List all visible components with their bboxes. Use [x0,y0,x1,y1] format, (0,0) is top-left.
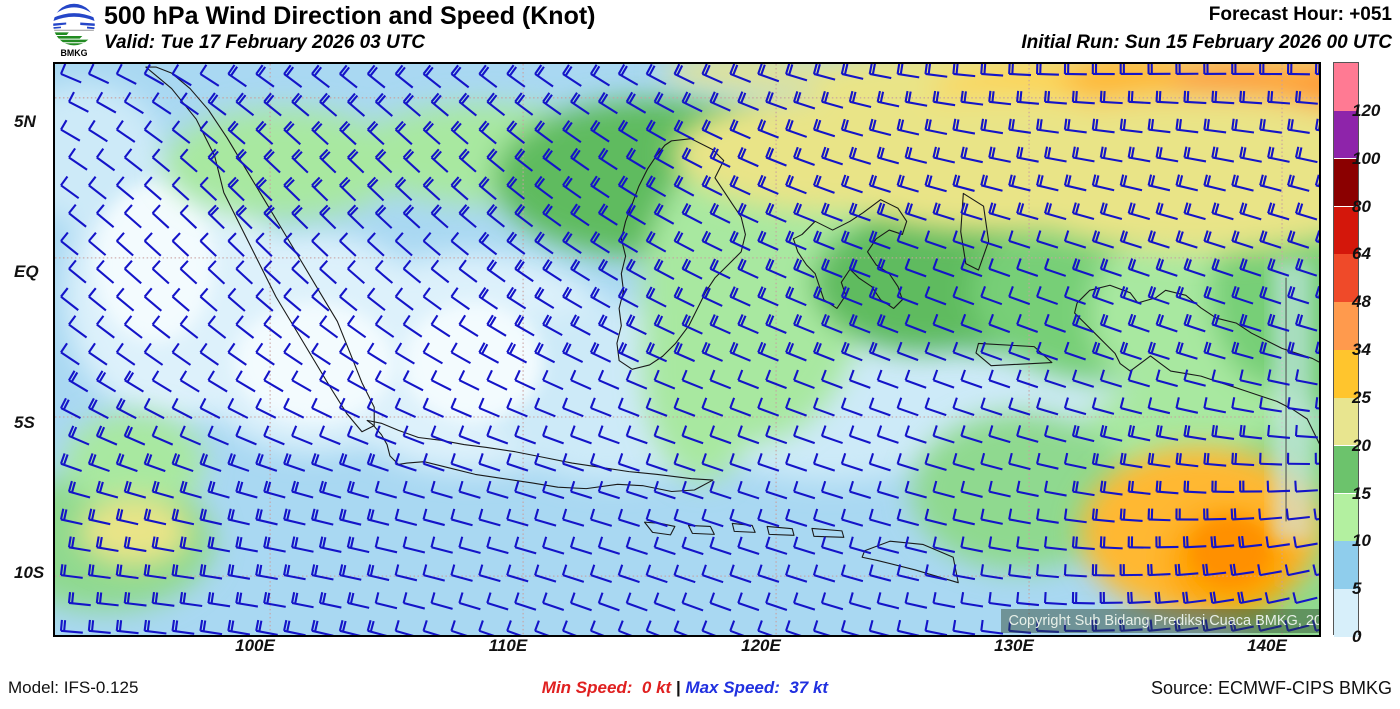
svg-text:BMKG: BMKG [61,48,88,58]
